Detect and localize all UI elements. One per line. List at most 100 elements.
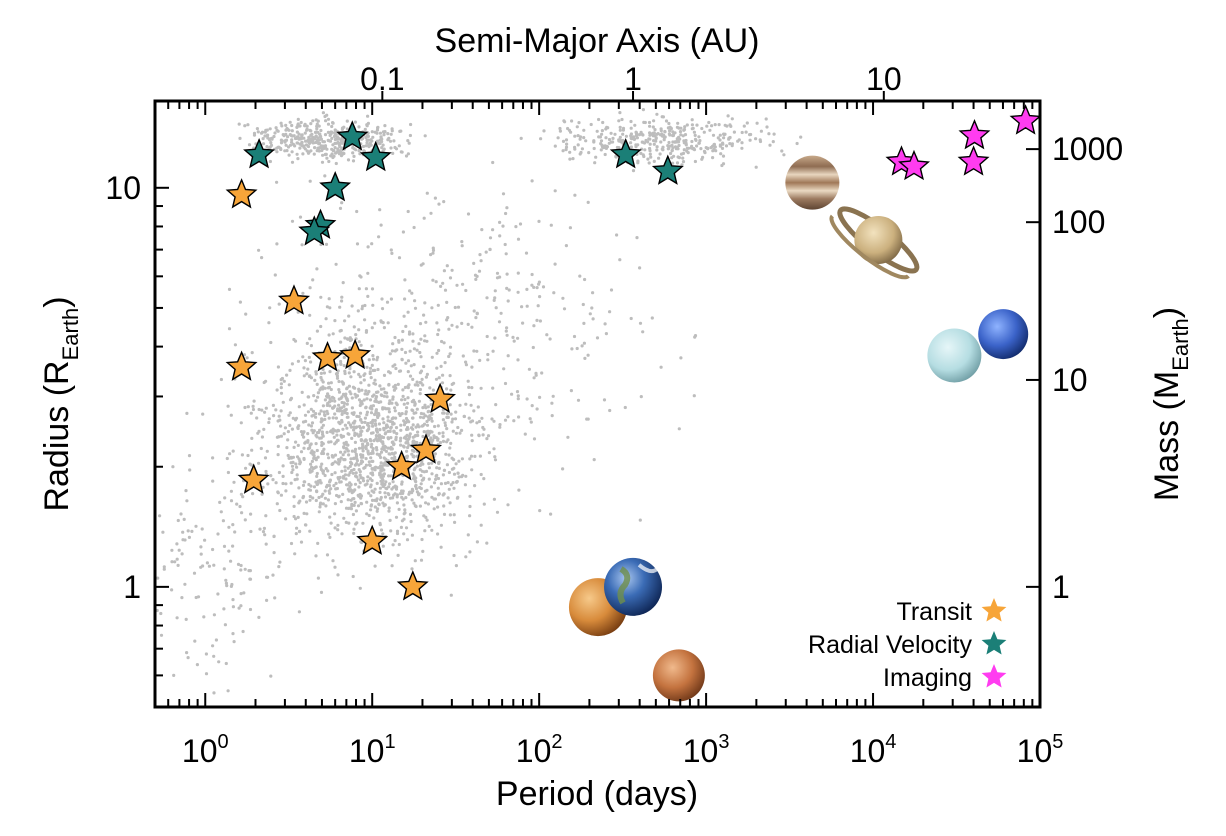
background-dot — [318, 388, 322, 392]
background-dot — [352, 531, 356, 536]
background-dot — [376, 367, 380, 372]
background-dot — [637, 133, 642, 137]
background-dot — [607, 141, 611, 145]
background-dot — [421, 383, 425, 387]
background-dot — [251, 407, 256, 412]
background-dot — [260, 408, 264, 412]
background-dot — [266, 133, 270, 137]
background-dot — [369, 504, 373, 508]
background-dot — [381, 532, 385, 536]
background-dot — [631, 169, 636, 173]
background-dot — [367, 513, 371, 518]
background-dot — [311, 278, 315, 282]
background-dot — [295, 455, 300, 459]
background-dot — [292, 337, 296, 342]
background-dot — [355, 432, 359, 436]
background-dot — [446, 415, 450, 419]
background-dot — [720, 146, 725, 150]
background-dot — [249, 411, 253, 415]
background-dot — [409, 426, 414, 430]
transit-star-marker — [385, 449, 418, 481]
background-dot — [460, 321, 464, 325]
background-dot — [323, 473, 327, 478]
background-dot — [799, 135, 803, 139]
background-dot — [349, 498, 353, 502]
background-dot — [387, 452, 391, 456]
background-dot — [380, 473, 384, 477]
background-dot — [348, 338, 352, 343]
background-dot — [367, 491, 371, 495]
background-dot — [436, 332, 440, 337]
background-dot — [545, 333, 549, 337]
background-dot — [331, 121, 335, 125]
background-dot — [531, 345, 535, 350]
background-dot — [400, 489, 404, 493]
background-dot — [264, 406, 268, 410]
background-dot — [248, 462, 252, 466]
background-dot — [340, 201, 344, 205]
background-dot — [511, 335, 515, 339]
background-dot — [347, 314, 351, 318]
background-dot — [493, 296, 497, 300]
background-dot — [468, 457, 472, 461]
background-dot — [527, 367, 532, 371]
background-dot — [261, 530, 266, 534]
background-dot — [350, 406, 354, 410]
background-dot — [319, 295, 323, 299]
background-dot — [318, 478, 322, 483]
background-dot — [620, 117, 624, 122]
background-dot — [255, 416, 259, 420]
background-dot — [327, 416, 331, 420]
background-dot — [355, 457, 359, 461]
background-dot — [299, 540, 304, 544]
background-dot — [326, 386, 330, 390]
background-dot — [639, 395, 643, 399]
background-dot — [364, 287, 368, 291]
background-dot — [609, 288, 614, 292]
background-dot — [325, 553, 330, 557]
background-dot — [333, 412, 337, 416]
background-dot — [453, 417, 458, 421]
background-dot — [652, 142, 656, 146]
background-dot — [354, 474, 358, 478]
background-dot — [170, 588, 174, 592]
background-dot — [353, 482, 358, 486]
background-dot — [346, 415, 350, 419]
background-dot — [356, 493, 360, 497]
background-dot — [419, 486, 423, 491]
background-dot — [330, 136, 334, 140]
background-dot — [252, 399, 256, 403]
background-dot — [499, 311, 503, 315]
background-dot — [419, 369, 424, 373]
background-dot — [765, 125, 769, 129]
background-dot — [629, 119, 633, 124]
background-dot — [591, 317, 595, 321]
background-dot — [284, 132, 288, 136]
background-dot — [381, 417, 385, 421]
background-dot — [580, 344, 584, 348]
background-dot — [470, 386, 474, 390]
background-dot — [613, 132, 617, 136]
background-dot — [312, 454, 316, 458]
background-dot — [317, 510, 321, 514]
background-dot — [286, 430, 290, 434]
background-dot — [392, 443, 396, 447]
background-dot — [568, 150, 572, 154]
background-dot — [391, 364, 395, 368]
background-dot — [308, 140, 312, 144]
background-dot — [648, 132, 653, 137]
background-dot — [241, 629, 245, 634]
background-dot — [370, 287, 375, 291]
background-dot — [366, 138, 370, 142]
background-dot — [162, 567, 166, 571]
background-dot — [663, 135, 667, 139]
background-dot — [361, 144, 365, 149]
background-dot — [387, 410, 391, 414]
background-dot — [256, 130, 260, 134]
background-dot — [347, 421, 351, 425]
background-dot — [334, 262, 338, 266]
background-dot — [180, 552, 184, 556]
background-dot — [602, 398, 607, 402]
background-dot — [427, 477, 431, 481]
background-dot — [249, 529, 253, 534]
